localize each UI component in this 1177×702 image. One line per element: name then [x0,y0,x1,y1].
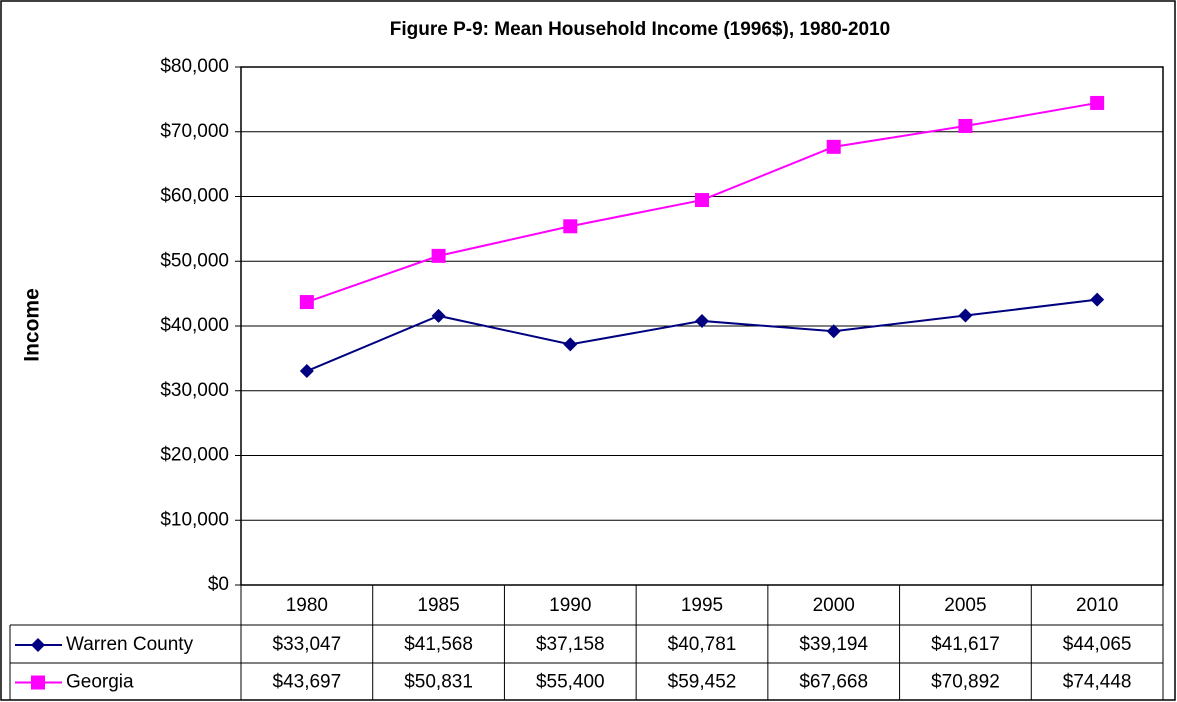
x-tick-label: 1985 [417,595,459,616]
table-value: $67,668 [799,672,868,693]
marker [695,193,709,208]
y-tick-label: $50,000 [160,250,229,271]
y-tick-label: $80,000 [160,56,229,77]
legend-label: Warren County [66,634,194,655]
marker [1090,95,1105,110]
table-value: $41,568 [404,634,473,655]
y-axis-label: Income [21,288,44,362]
y-tick-label: $30,000 [160,380,229,401]
legend-marker [31,638,45,652]
y-tick-label: $60,000 [160,186,229,207]
table-value: $44,065 [1063,634,1132,655]
y-tick-label: $70,000 [160,121,229,142]
table-value: $74,448 [1063,672,1132,693]
marker [1090,292,1105,307]
table-value: $70,892 [931,672,1000,693]
table-value: $39,194 [799,634,868,655]
y-tick-label: $20,000 [160,445,229,466]
marker [826,139,841,154]
marker [431,308,446,323]
table-value: $33,047 [273,634,342,655]
table-value: $55,400 [536,672,605,693]
chart-title: Figure P-9: Mean Household Income (1996$… [390,19,891,40]
marker [958,308,973,323]
y-tick-label: $40,000 [160,315,229,336]
x-tick-label: 1990 [549,595,591,616]
marker [563,337,578,352]
table-value: $59,452 [668,672,737,693]
marker [563,219,578,234]
x-tick-label: 1995 [681,595,723,616]
table-value: $40,781 [668,634,737,655]
x-tick-label: 2000 [813,595,855,616]
table-value: $41,617 [931,634,1000,655]
marker [299,364,314,379]
table-value: $37,158 [536,634,605,655]
legend-marker [31,675,45,690]
marker [695,313,709,328]
marker [431,248,446,263]
y-tick-label: $10,000 [160,509,229,530]
y-tick-label: $0 [208,574,229,595]
x-tick-label: 1980 [286,595,328,616]
marker [826,324,841,339]
table-value: $43,697 [273,672,342,693]
x-tick-label: 2005 [944,595,986,616]
marker [299,295,314,310]
x-tick-label: 2010 [1076,595,1118,616]
marker [958,118,973,133]
legend-label: Georgia [66,672,134,693]
table-value: $50,831 [404,672,473,693]
